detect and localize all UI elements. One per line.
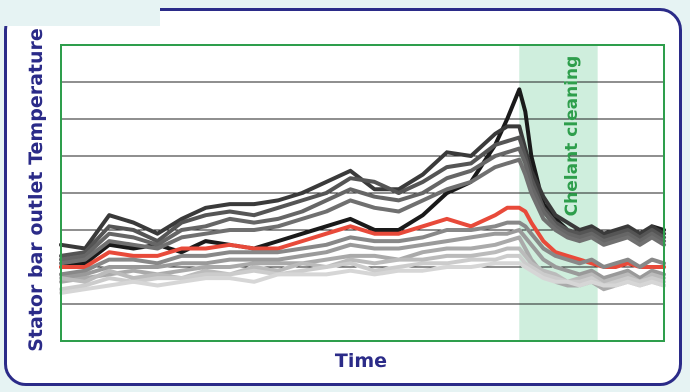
series-line-12 [59,261,666,295]
series-line-3 [59,135,666,258]
series-line-4 [59,146,666,262]
series-line-8 [59,228,666,281]
series-line-2 [59,124,666,251]
series-line-7 [59,220,666,277]
plot-frame [60,44,665,342]
y-axis-label: Stator bar outlet Temperature [25,28,47,352]
series-line-5 [59,157,666,266]
x-axis-label: Time [334,350,388,372]
chelant-cleaning-annotation: Chelant cleaning [562,55,582,217]
corner-accent [0,0,160,26]
